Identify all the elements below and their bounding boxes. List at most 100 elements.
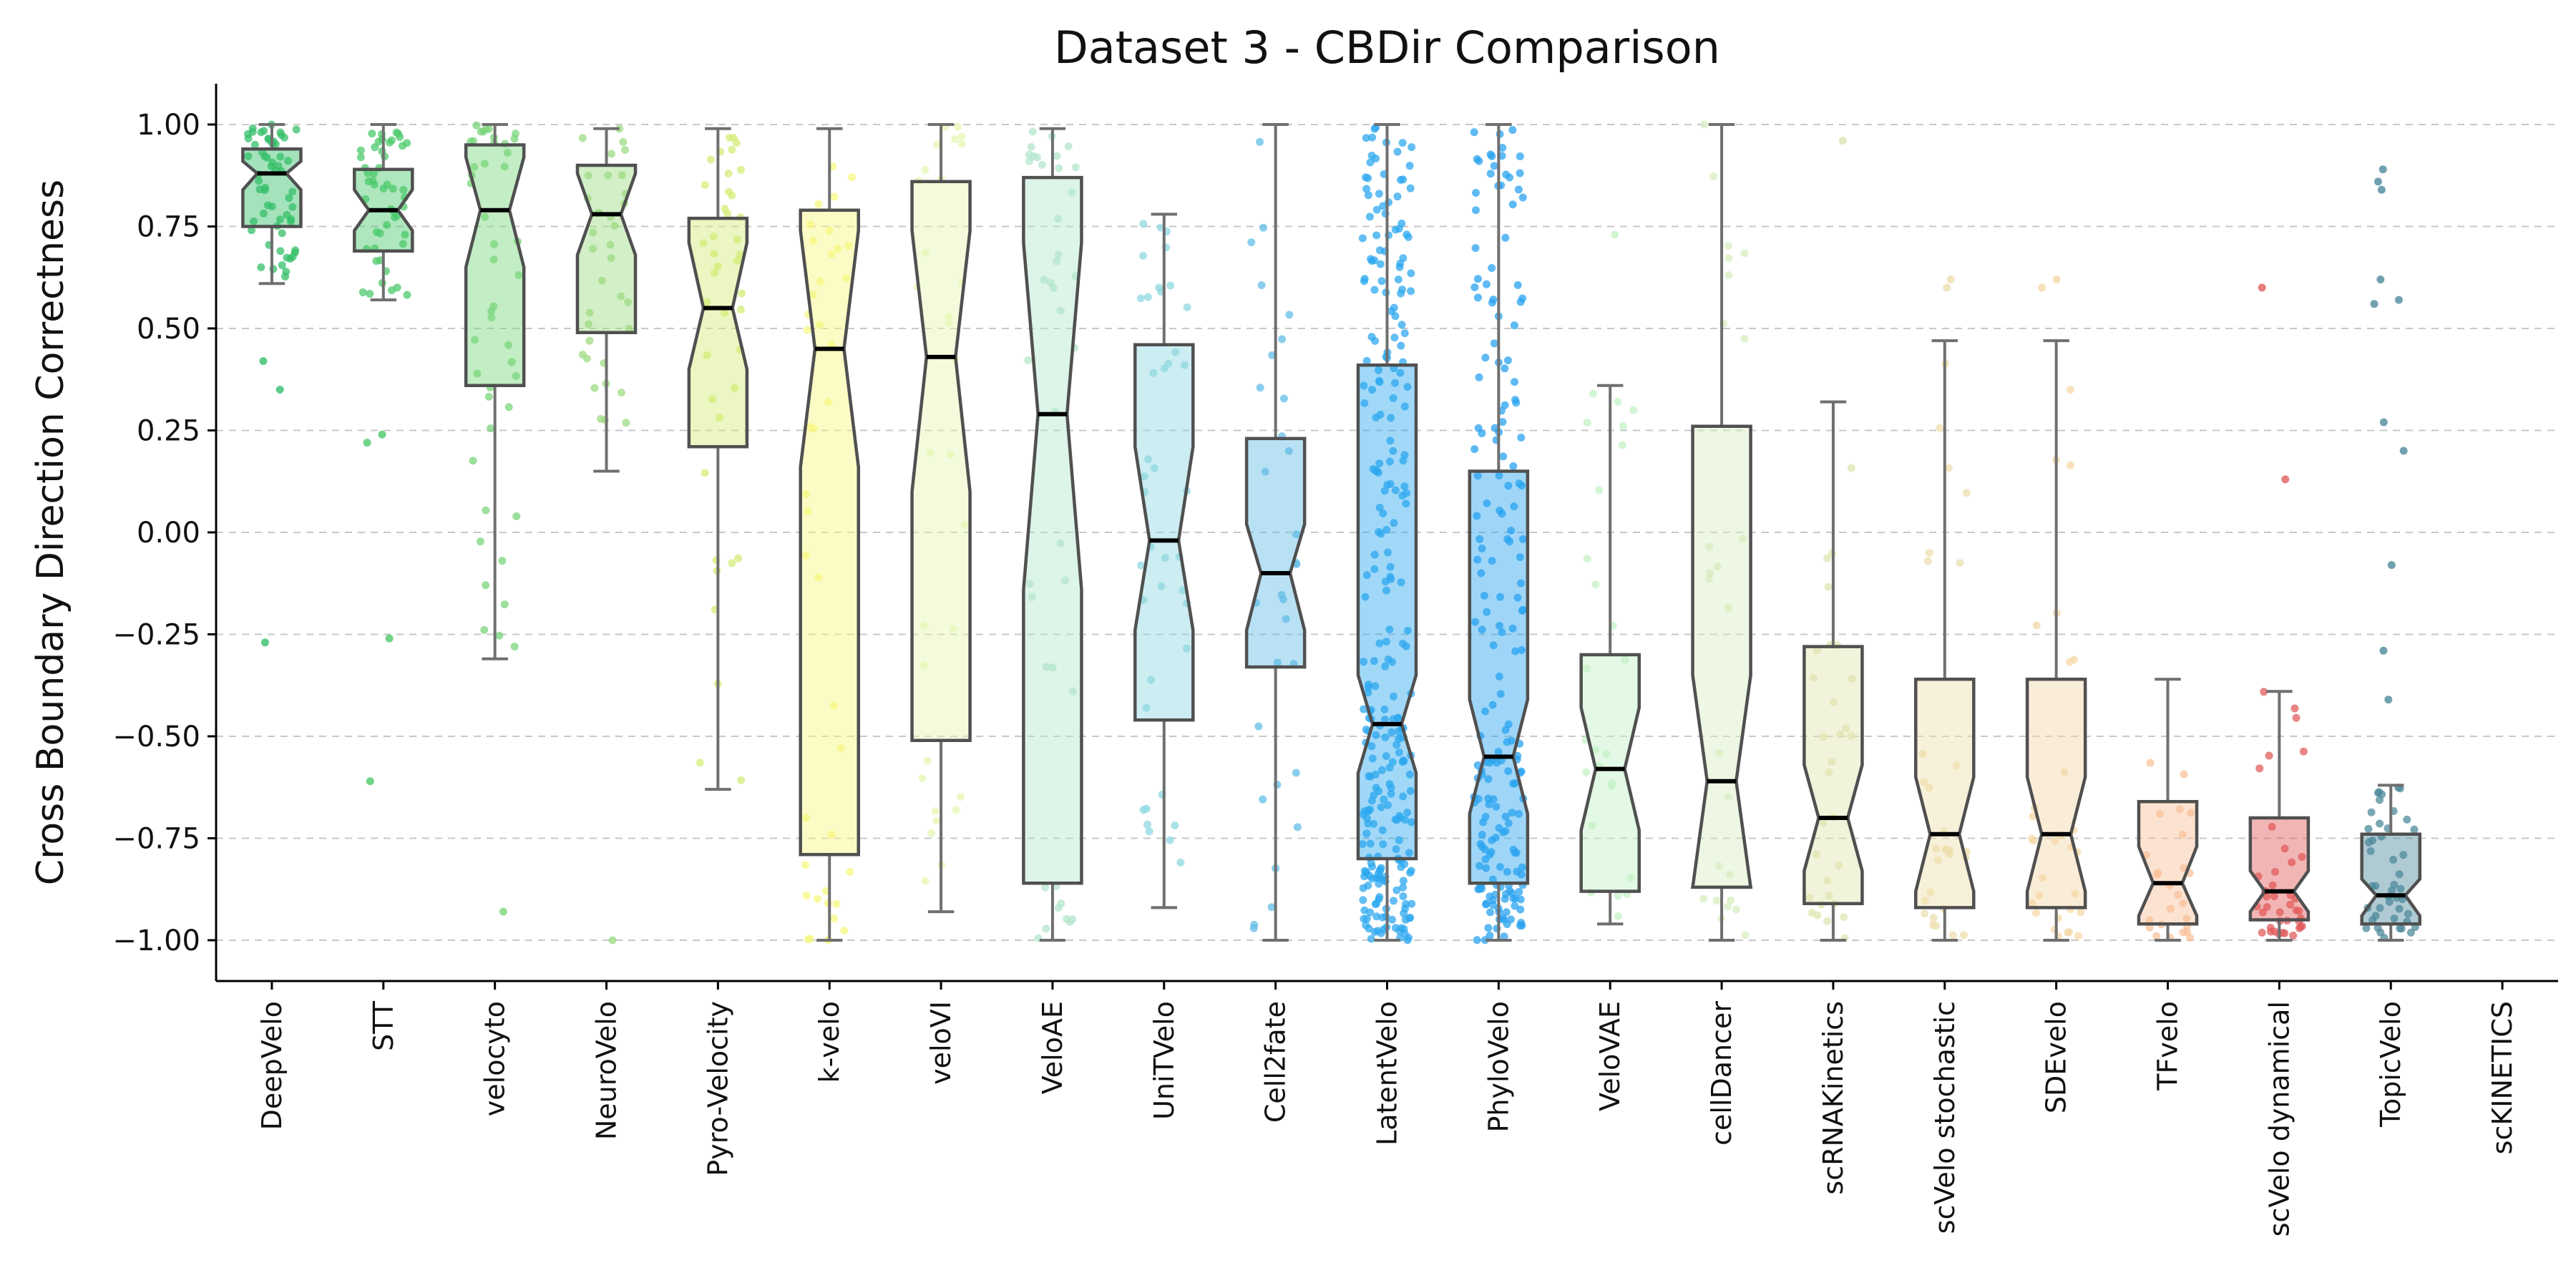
data-point [1518,605,1527,614]
data-point [1391,486,1400,494]
data-point [1962,489,1971,497]
data-point [2280,929,2289,937]
y-ticks: −1.00 −0.75 −0.50 −0.25 0.00 0.25 0.50 0.75 1.00 [112,109,216,957]
data-point [1362,571,1371,580]
box-k-velo [799,208,860,857]
box-deepvelo [241,147,303,228]
data-point [356,146,365,155]
chart-title: Dataset 3 - CBDir Comparison [1054,21,1720,74]
data-point [1472,206,1480,215]
data-point [1932,844,1941,853]
data-point [403,291,411,299]
data-point [1139,220,1148,228]
data-point [2155,809,2164,818]
data-point [1591,746,1599,754]
data-point [1488,701,1497,709]
data-point [387,136,396,145]
data-point [1498,914,1507,922]
data-point [2298,852,2306,861]
data-point [836,744,845,753]
data-point [1360,705,1368,713]
data-point [1375,459,1384,468]
data-point [736,166,745,175]
data-point [1490,162,1498,170]
data-point [1515,479,1523,488]
data-point [1488,152,1496,160]
y-tick-label: 0.50 [137,313,200,346]
data-point [291,246,300,255]
data-point [1501,812,1510,821]
data-point [1360,277,1368,286]
data-point [399,240,407,248]
data-point [1380,705,1389,713]
data-point [2180,770,2188,779]
data-point [1259,223,1267,232]
data-point [2060,769,2069,777]
outlier-point [2384,696,2393,704]
data-point [2299,747,2308,756]
data-point [288,253,297,261]
data-point [710,268,718,277]
data-point [1503,356,1512,365]
data-point [1828,758,1836,766]
data-point [1402,499,1410,508]
data-point [1405,162,1414,170]
data-point [1481,353,1490,362]
data-point [1847,731,1855,740]
data-point [834,244,842,253]
data-point [620,146,629,155]
data-point [1509,845,1518,854]
x-tick-label: UniTVelo [1148,1001,1180,1120]
data-point [2258,928,2266,937]
y-tick-label: −0.75 [112,823,200,856]
data-point [1713,562,1722,571]
data-point [736,306,745,314]
data-point [1406,184,1415,192]
data-point [1511,902,1519,910]
data-point [726,133,734,142]
data-point [825,226,834,235]
data-point [1362,185,1371,193]
data-point [1068,687,1077,696]
data-point [1614,892,1622,900]
data-point [1400,930,1409,938]
data-point [403,139,411,147]
data-point [1180,361,1189,369]
box-velovae [1579,653,1641,893]
data-point [827,340,836,348]
data-point [1485,892,1494,901]
y-tick-label: 0.00 [137,517,200,550]
box-scrnakinetics [1802,645,1864,905]
data-point [2399,851,2408,859]
data-point [804,935,812,944]
data-point [1502,170,1511,179]
data-point [1517,579,1526,587]
data-point [1375,874,1383,882]
data-point [737,289,746,298]
outlier-point [275,386,284,394]
data-point [1395,748,1403,757]
data-point [2071,889,2079,898]
data-point [1367,255,1375,263]
data-point [2289,931,2298,940]
data-point [1508,624,1517,633]
data-point [1358,234,1367,243]
data-point [960,521,969,530]
data-point [696,758,704,767]
data-point [1406,786,1415,795]
data-point [804,507,812,515]
x-tick-label: PhyloVelo [1483,1001,1514,1133]
data-point [1705,542,1714,551]
data-point [617,389,625,397]
data-point [370,170,379,178]
data-point [725,187,733,196]
data-point [1517,434,1526,442]
data-point [1813,911,1822,919]
data-point [814,200,823,208]
data-point [372,257,381,265]
data-point [1285,311,1294,319]
data-point [1053,152,1061,160]
outlier-point [2387,561,2396,570]
data-point [1400,451,1409,459]
